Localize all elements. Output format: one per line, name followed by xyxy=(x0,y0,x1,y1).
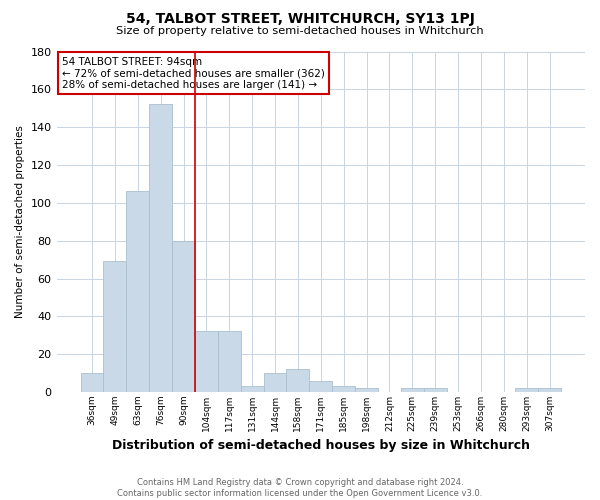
Bar xyxy=(310,380,332,392)
Bar xyxy=(286,370,310,392)
Bar xyxy=(538,388,561,392)
Bar xyxy=(149,104,172,392)
Bar xyxy=(80,373,103,392)
Bar xyxy=(127,192,149,392)
Text: 54 TALBOT STREET: 94sqm
← 72% of semi-detached houses are smaller (362)
28% of s: 54 TALBOT STREET: 94sqm ← 72% of semi-de… xyxy=(62,56,325,90)
Bar xyxy=(263,373,286,392)
Text: Size of property relative to semi-detached houses in Whitchurch: Size of property relative to semi-detach… xyxy=(116,26,484,36)
Bar xyxy=(103,262,127,392)
Bar xyxy=(401,388,424,392)
Text: 54, TALBOT STREET, WHITCHURCH, SY13 1PJ: 54, TALBOT STREET, WHITCHURCH, SY13 1PJ xyxy=(125,12,475,26)
Y-axis label: Number of semi-detached properties: Number of semi-detached properties xyxy=(15,126,25,318)
Bar xyxy=(195,332,218,392)
Bar xyxy=(515,388,538,392)
Bar xyxy=(172,240,195,392)
Text: Contains HM Land Registry data © Crown copyright and database right 2024.
Contai: Contains HM Land Registry data © Crown c… xyxy=(118,478,482,498)
Bar xyxy=(218,332,241,392)
Bar xyxy=(241,386,263,392)
Bar xyxy=(424,388,446,392)
X-axis label: Distribution of semi-detached houses by size in Whitchurch: Distribution of semi-detached houses by … xyxy=(112,440,530,452)
Bar xyxy=(332,386,355,392)
Bar xyxy=(355,388,378,392)
